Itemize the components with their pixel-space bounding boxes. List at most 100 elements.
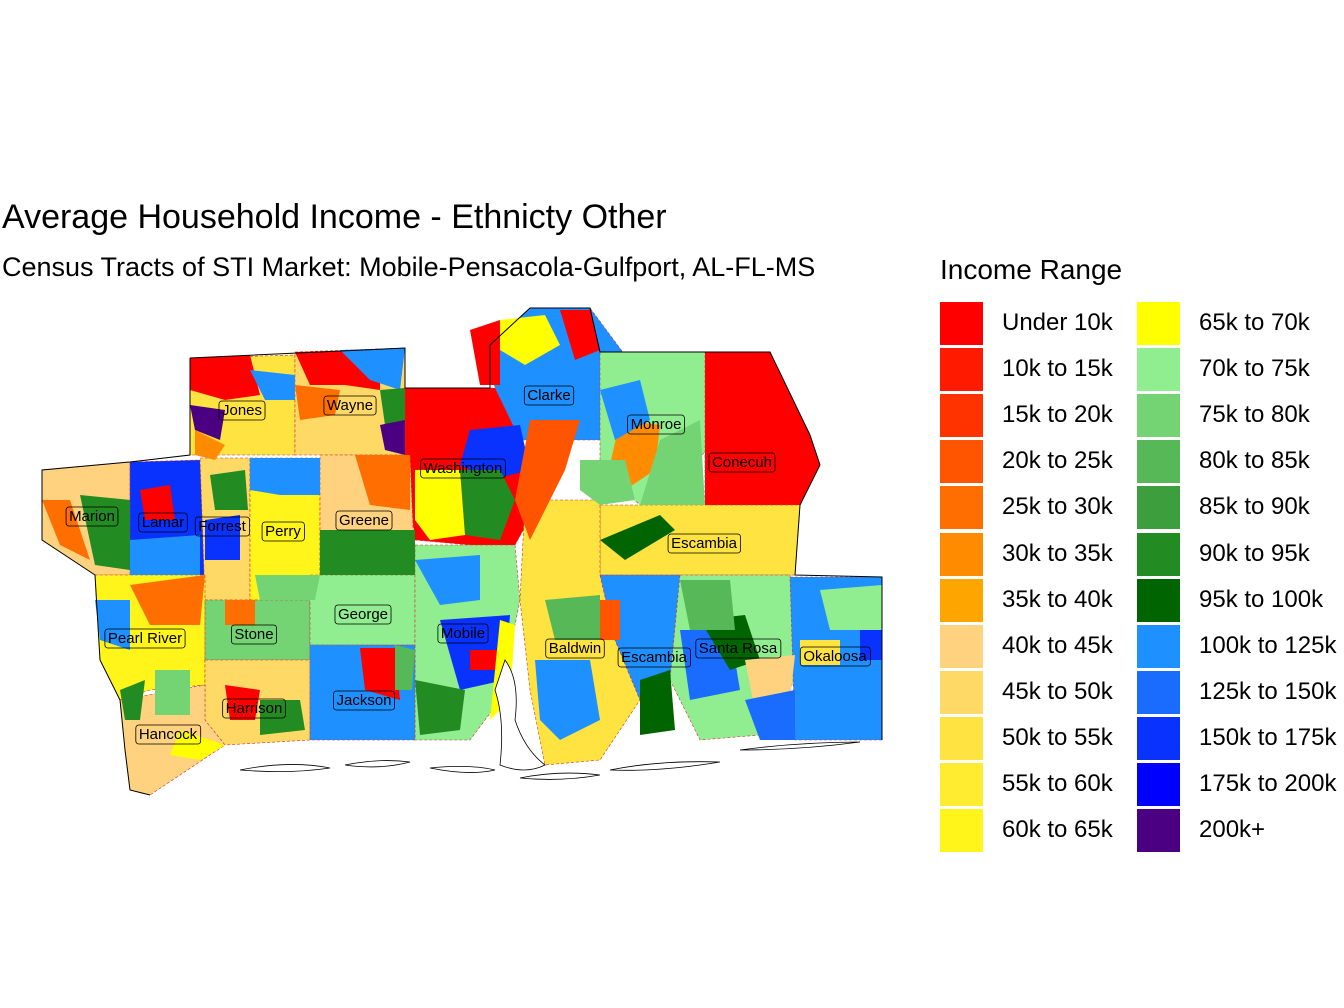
legend-swatch [940, 440, 983, 484]
legend-label: 10k to 15k [1002, 355, 1113, 383]
legend-label: 125k to 150k [1199, 677, 1337, 705]
map-title: Average Household Income - Ethnicty Othe… [2, 198, 667, 236]
legend-swatch [1137, 716, 1180, 760]
svg-text:Greene: Greene [339, 512, 389, 529]
legend-label: Under 10k [1002, 309, 1113, 336]
svg-text:Escambia: Escambia [621, 649, 688, 666]
legend-label: 90k to 95k [1199, 539, 1310, 567]
legend-swatch [1137, 809, 1180, 853]
county-label: Escambia [617, 647, 691, 668]
svg-text:Baldwin: Baldwin [549, 640, 602, 657]
legend-swatch [1137, 302, 1180, 345]
legend-swatch [940, 486, 983, 530]
legend-label: 80k to 85k [1199, 447, 1310, 475]
svg-text:Mobile: Mobile [441, 625, 485, 642]
county-label: Santa Rosa [695, 638, 782, 659]
county-label: Stone [230, 624, 278, 645]
legend-swatch [940, 302, 983, 345]
svg-text:Forrest: Forrest [198, 518, 246, 535]
svg-text:Perry: Perry [265, 523, 301, 540]
legend-label: 85k to 90k [1199, 493, 1310, 521]
county-label: Lamar [138, 512, 188, 533]
county-label: Escambia [667, 533, 741, 554]
svg-text:Escambia: Escambia [671, 535, 738, 552]
legend-swatch [1137, 763, 1180, 806]
svg-text:Washington: Washington [424, 460, 503, 477]
svg-text:Jackson: Jackson [336, 692, 391, 709]
legend-label: 150k to 175k [1199, 723, 1337, 751]
legend-swatch [1137, 670, 1180, 714]
legend-swatch [1137, 440, 1180, 484]
svg-text:Lamar: Lamar [142, 514, 185, 531]
legend-label: 100k to 125k [1199, 631, 1337, 659]
svg-text:Pearl River: Pearl River [108, 630, 182, 647]
legend-swatch [940, 670, 983, 714]
county-label: Monroe [627, 414, 685, 435]
legend-swatch [940, 809, 983, 853]
legend-label: 45k to 50k [1002, 677, 1113, 705]
svg-text:Monroe: Monroe [631, 416, 682, 433]
legend-label: 175k to 200k [1199, 770, 1337, 797]
county-label: Marion [65, 506, 119, 527]
county-label: Jones [218, 400, 266, 421]
map-subtitle: Census Tracts of STI Market: Mobile-Pens… [2, 252, 816, 282]
county-label: Forrest [194, 516, 250, 537]
county-label: Okaloosa [799, 646, 871, 667]
county-label: Washington [420, 458, 506, 479]
county-label: Harrison [222, 698, 286, 719]
legend-label: 30k to 35k [1002, 539, 1113, 567]
county-label: Pearl River [104, 628, 186, 649]
legend-swatch [940, 624, 983, 668]
county-label: Hancock [135, 724, 202, 745]
legend-swatch [940, 578, 983, 622]
legend-label: 40k to 45k [1002, 631, 1113, 659]
coastline-islands [239, 741, 861, 780]
svg-text:Santa Rosa: Santa Rosa [699, 640, 778, 657]
legend-label: 25k to 30k [1002, 493, 1113, 521]
svg-text:Stone: Stone [234, 626, 273, 643]
legend-label: 70k to 75k [1199, 355, 1310, 383]
legend-swatch [1137, 486, 1180, 530]
legend-label: 55k to 60k [1002, 770, 1113, 797]
county-label: Jackson [333, 690, 395, 711]
county-label: Mobile [437, 623, 489, 644]
legend-label: 60k to 65k [1002, 816, 1113, 844]
county-label: Wayne [323, 395, 377, 416]
svg-text:Marion: Marion [69, 508, 115, 525]
county-label: Perry [261, 521, 305, 542]
svg-text:George: George [338, 606, 388, 623]
legend-label: 20k to 25k [1002, 447, 1113, 475]
tract-patches [42, 310, 882, 760]
svg-text:Harrison: Harrison [226, 700, 283, 717]
county-label: Conecuh [708, 452, 776, 473]
legend-swatch [940, 394, 983, 438]
svg-text:Conecuh: Conecuh [712, 454, 772, 471]
legend-label: 50k to 55k [1002, 723, 1113, 751]
county-label: Baldwin [545, 638, 605, 659]
svg-text:Jones: Jones [222, 402, 262, 419]
legend-swatch [940, 763, 983, 806]
legend-label: 65k to 70k [1199, 309, 1310, 336]
svg-text:Okaloosa: Okaloosa [803, 648, 867, 665]
choropleth-map: Jones Wayne Clarke Monroe Conecuh Washington M… [41, 307, 883, 796]
county-label: Clarke [523, 385, 575, 406]
legend-label: 95k to 100k [1199, 585, 1324, 613]
legend-swatch [1137, 578, 1180, 622]
legend-swatch [1137, 532, 1180, 576]
legend-swatch [1137, 348, 1180, 392]
legend-swatch [1137, 624, 1180, 668]
mobile-bay [494, 659, 546, 771]
legend-swatch [940, 716, 983, 760]
legend-swatch [1137, 394, 1180, 438]
svg-text:Wayne: Wayne [327, 397, 373, 414]
svg-text:Hancock: Hancock [139, 726, 198, 743]
svg-text:Clarke: Clarke [527, 387, 570, 404]
legend-swatch [940, 532, 983, 576]
legend-title: Income Range [940, 254, 1123, 285]
county-label: George [334, 604, 392, 625]
legend-label: 35k to 40k [1002, 585, 1113, 613]
legend-label: 75k to 80k [1199, 401, 1310, 429]
legend-label: 200k+ [1199, 816, 1266, 844]
legend-label: 15k to 20k [1002, 401, 1113, 429]
legend-swatch [940, 348, 983, 392]
